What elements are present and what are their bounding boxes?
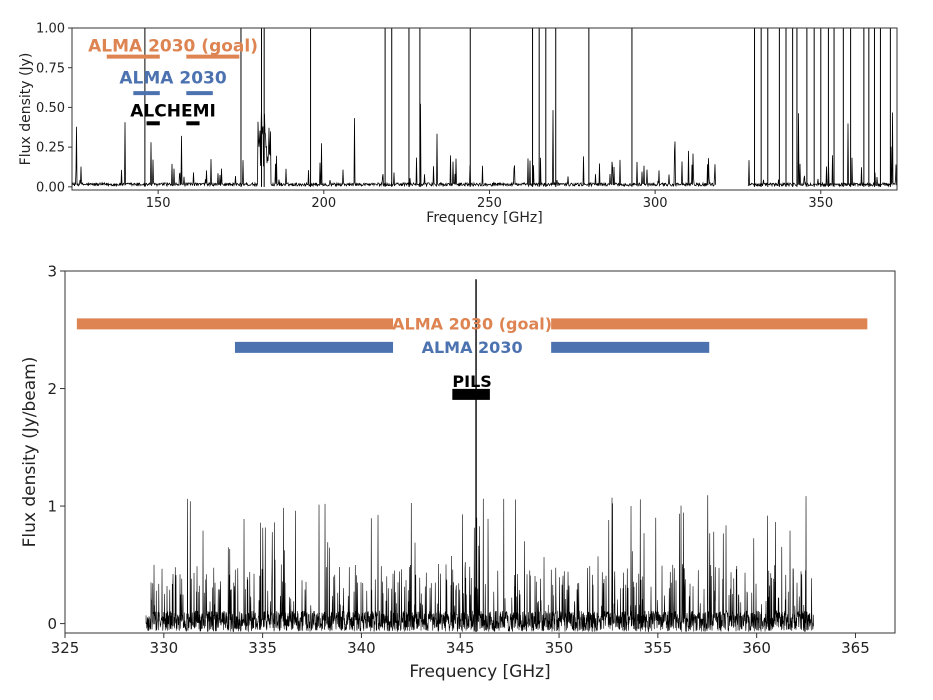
- y-tick-label: 0.00: [36, 180, 65, 195]
- x-tick-label: 365: [841, 639, 870, 657]
- bottom-band-label: ALMA 2030 (goal): [392, 315, 552, 334]
- bottom-bands: ALMA 2030 (goal) ALMA 2030 PILS: [76, 315, 868, 400]
- y-tick-label: 0.50: [36, 101, 65, 116]
- bottom-band-label: PILS: [452, 372, 491, 391]
- x-tick-label: 360: [742, 639, 771, 657]
- y-tick-label: 0.75: [36, 61, 65, 76]
- top-frame: [71, 27, 898, 191]
- x-tick-label: 355: [644, 639, 673, 657]
- x-tick-label: 250: [477, 196, 502, 211]
- top-bands: ALMA 2030 (goal) ALMA 2030 ALCHEMI: [88, 37, 258, 126]
- y-tick-label: 0: [47, 615, 57, 633]
- x-tick-label: 350: [808, 196, 833, 211]
- top-band-label: ALMA 2030 (goal): [88, 37, 258, 57]
- x-tick-label: 325: [51, 639, 80, 657]
- bottom-x-ticks: 325 330 335 340 345 350 355 360 365: [51, 633, 870, 657]
- x-tick-label: 330: [149, 639, 178, 657]
- top-spectrum: [72, 28, 897, 188]
- x-tick-label: 300: [643, 196, 668, 211]
- bottom-spectrum: [145, 279, 814, 633]
- top-band-label: ALMA 2030: [119, 68, 226, 88]
- bottom-y-ticks: 0 1 2 3: [47, 262, 65, 633]
- top-panel: ALMA 2030 (goal) ALMA 2030 ALCHEMI 150 200 2…: [18, 22, 898, 226]
- top-band-label: ALCHEMI: [130, 102, 216, 122]
- x-tick-label: 345: [446, 639, 475, 657]
- top-x-axis-label: Frequency [GHz]: [426, 210, 542, 226]
- top-y-axis-label: Flux density (Jy): [18, 53, 34, 166]
- top-x-ticks: 150 200 250 300 350: [146, 190, 833, 211]
- bottom-band-label: ALMA 2030: [422, 338, 523, 357]
- x-tick-label: 350: [545, 639, 574, 657]
- y-tick-label: 1: [47, 497, 57, 515]
- y-tick-label: 3: [47, 262, 57, 280]
- y-tick-label: 1.00: [36, 22, 65, 37]
- top-strong-lines: [144, 28, 891, 187]
- x-tick-label: 150: [146, 196, 171, 211]
- bottom-y-axis-label: Flux density (Jy/beam): [20, 357, 40, 548]
- x-tick-label: 335: [248, 639, 277, 657]
- bottom-x-axis-label: Frequency [GHz]: [409, 662, 550, 682]
- y-tick-label: 2: [47, 380, 57, 398]
- x-tick-label: 340: [347, 639, 376, 657]
- y-tick-label: 0.25: [36, 141, 65, 156]
- x-tick-label: 200: [311, 196, 336, 211]
- top-y-ticks: 0.00 0.25 0.50 0.75 1.00: [36, 22, 72, 195]
- top-spectrum-line: [72, 103, 897, 188]
- bottom-spectrum-line: [145, 495, 814, 633]
- bottom-frame: [64, 270, 896, 634]
